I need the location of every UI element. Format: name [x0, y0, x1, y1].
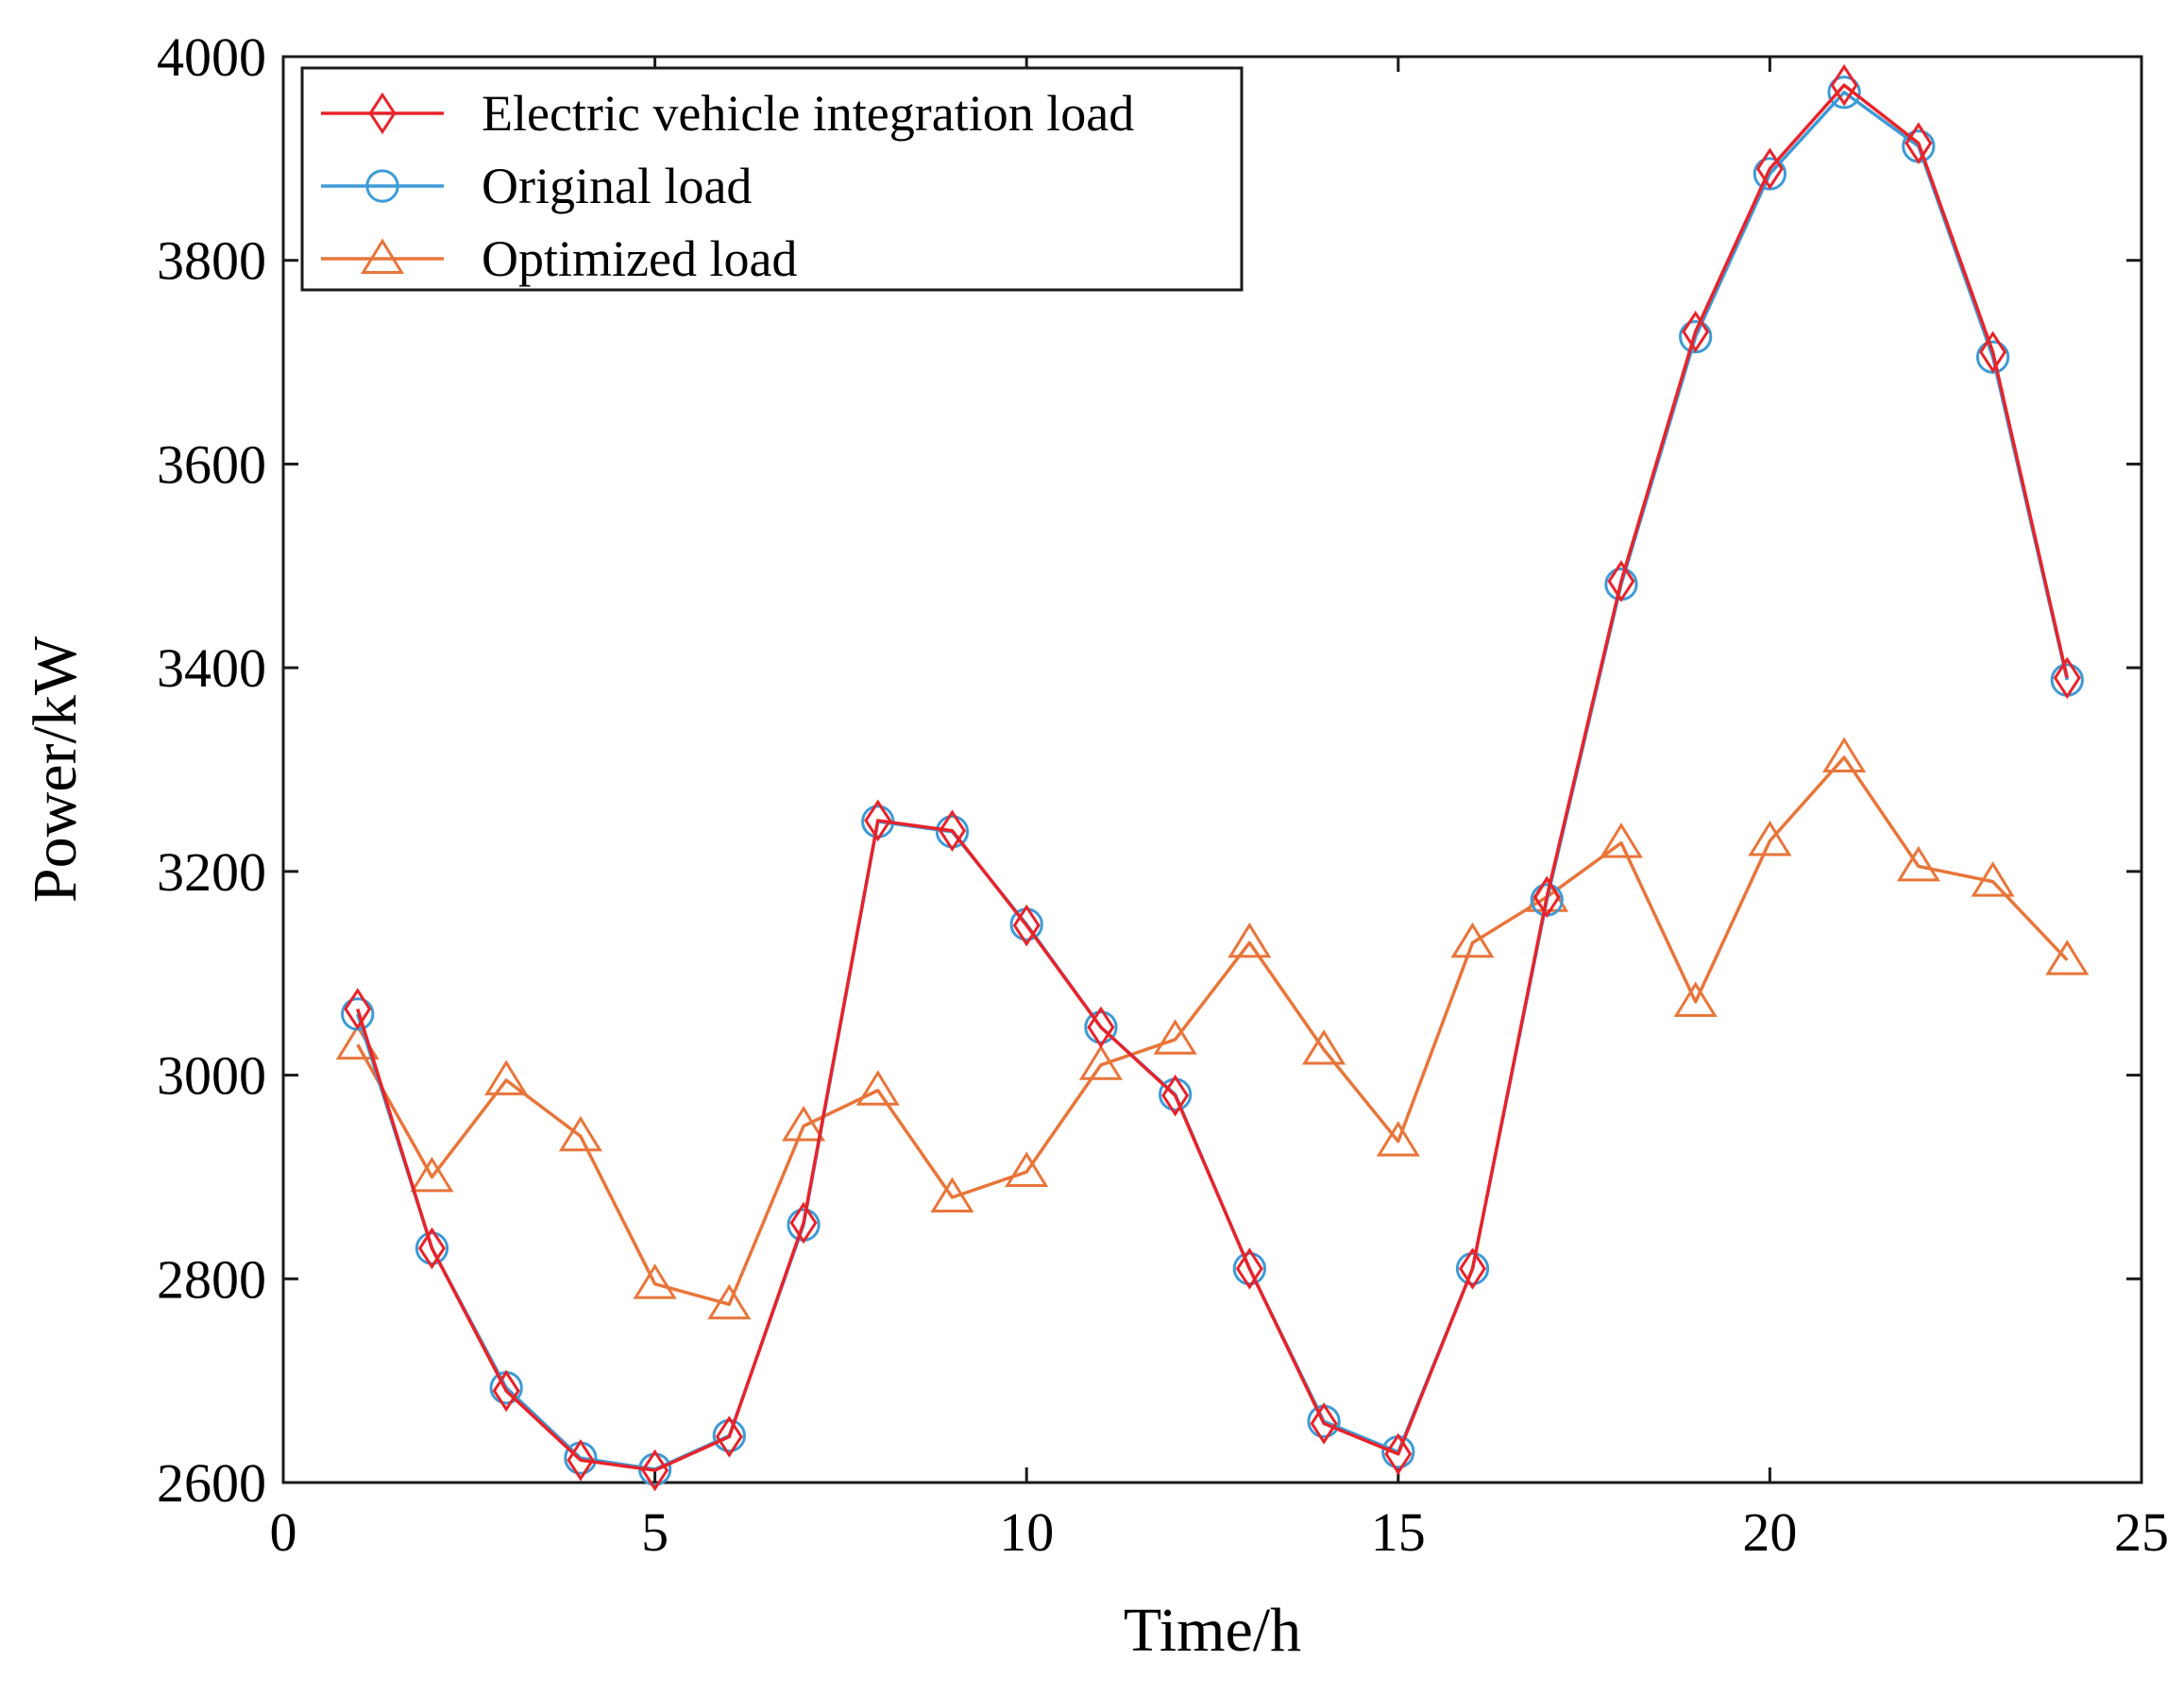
data-point — [1310, 1402, 1338, 1445]
legend-box — [300, 66, 1244, 292]
data-point — [1005, 1151, 1049, 1187]
data-point — [1012, 904, 1041, 947]
x-tick-label: 10 — [999, 1501, 1054, 1563]
data-point — [1161, 1074, 1190, 1117]
y-tick-label: 2600 — [157, 1452, 266, 1514]
data-point — [1376, 1121, 1420, 1157]
series-line — [356, 91, 2069, 1471]
data-point — [781, 1105, 826, 1142]
data-point — [2045, 940, 2090, 975]
legend-item: Original load — [321, 158, 752, 214]
data-point — [1301, 1029, 1346, 1065]
series-triangle — [335, 737, 2090, 1320]
data-point — [1896, 845, 1940, 882]
data-point — [1830, 63, 1858, 107]
legend-marker — [365, 169, 399, 203]
data-point — [492, 1369, 520, 1413]
legend-marker — [368, 92, 397, 135]
data-point — [930, 1177, 974, 1212]
data-point — [1599, 822, 1644, 858]
data-point — [1971, 861, 2015, 897]
data-point — [707, 1283, 752, 1320]
data-point — [1905, 122, 1933, 164]
data-point — [1235, 1247, 1263, 1290]
data-point — [415, 1231, 449, 1265]
data-point — [789, 1201, 818, 1245]
data-point — [1153, 1019, 1197, 1055]
data-point — [567, 1438, 595, 1482]
plot-frame — [281, 55, 2143, 1484]
data-point — [1979, 331, 2007, 374]
legend-label: Electric vehicle integration load — [482, 85, 1134, 142]
data-point — [633, 1263, 677, 1299]
axis-ticks: 0 5 10 15 20 25 2600 2800 3000 3200 3400 3600 3800 40… — [157, 26, 2169, 1563]
legend-label: Optimized load — [482, 230, 797, 287]
legend-item: Electric vehicle integration load — [321, 85, 1134, 142]
data-point — [2053, 656, 2081, 700]
x-tick-label: 15 — [1371, 1501, 1426, 1563]
data-point — [1078, 1044, 1124, 1080]
data-point — [855, 1070, 900, 1106]
data-point — [938, 809, 967, 853]
y-axis-title: Power/kW — [21, 636, 90, 903]
legend: Electric vehicle integration load Origina… — [300, 66, 1244, 292]
x-tick-label: 25 — [2114, 1501, 2169, 1563]
data-point — [864, 799, 892, 842]
legend-label: Original load — [482, 158, 752, 214]
data-point — [1087, 1006, 1115, 1049]
data-point — [484, 1059, 529, 1095]
data-point — [1607, 560, 1635, 602]
data-point — [1755, 147, 1784, 190]
data-point — [1455, 1251, 1490, 1286]
data-point — [715, 1415, 743, 1458]
legend-marker — [360, 238, 405, 274]
data-point — [1227, 922, 1272, 958]
data-point — [641, 1449, 669, 1492]
data-point — [558, 1115, 602, 1152]
series-line — [356, 755, 2069, 1306]
x-axis-title: Time/h — [1124, 1596, 1301, 1665]
data-point — [1673, 981, 1718, 1017]
y-tick-label: 2800 — [157, 1248, 266, 1310]
y-tick-label: 3000 — [157, 1045, 266, 1107]
series-diamond — [344, 63, 2081, 1492]
y-tick-label: 3400 — [157, 637, 266, 699]
legend-item: Optimized load — [321, 230, 797, 287]
data-point — [1822, 737, 1867, 773]
y-tick-label: 3600 — [157, 433, 266, 495]
y-tick-label: 3200 — [157, 841, 266, 903]
data-point — [417, 1227, 446, 1270]
legend-items: Electric vehicle integration load Origina… — [321, 85, 1134, 287]
series-line — [356, 83, 2069, 1472]
x-tick-label: 5 — [641, 1501, 669, 1563]
data-point — [1748, 820, 1792, 856]
data-point — [344, 988, 372, 1030]
data-point — [1384, 1432, 1413, 1476]
y-tick-label: 3800 — [157, 230, 266, 292]
data-point — [1450, 922, 1495, 958]
x-tick-label: 20 — [1742, 1501, 1797, 1563]
series-layer — [335, 63, 2090, 1492]
data-point — [1682, 310, 1710, 353]
x-tick-label: 0 — [270, 1501, 297, 1563]
data-point — [1232, 1251, 1267, 1286]
y-tick-label: 4000 — [157, 26, 266, 88]
data-point — [1458, 1247, 1487, 1290]
data-point — [1084, 1010, 1118, 1044]
data-point — [1827, 76, 1861, 110]
data-point — [1532, 875, 1561, 919]
data-point — [410, 1156, 454, 1193]
